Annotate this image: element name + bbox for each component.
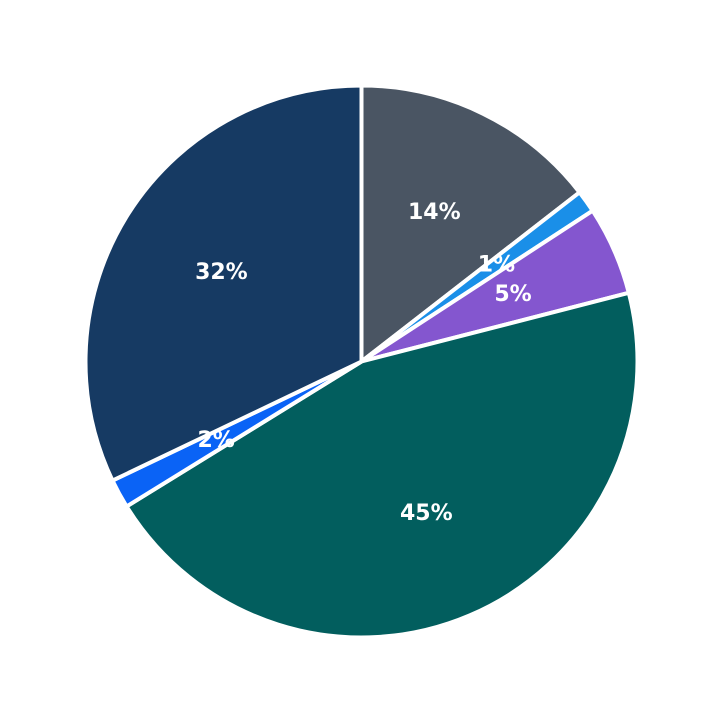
pie-slice-label-5: 2%: [197, 428, 234, 453]
pie-slice-label-1: 14%: [408, 200, 461, 225]
pie-slice-labels: 14% 1% 5% 45% 2% 32%: [195, 200, 532, 526]
pie-slice-label-6: 32%: [195, 260, 248, 285]
pie-slice-label-3: 5%: [494, 282, 531, 307]
pie-slice-1: [359, 83, 582, 364]
pie-slice-label-4: 45%: [400, 501, 453, 526]
pie-slice-label-2: 1%: [478, 252, 515, 277]
pie-slices: [83, 83, 640, 640]
pie-slice-6: [83, 83, 364, 483]
pie-slice-4: [124, 290, 640, 640]
